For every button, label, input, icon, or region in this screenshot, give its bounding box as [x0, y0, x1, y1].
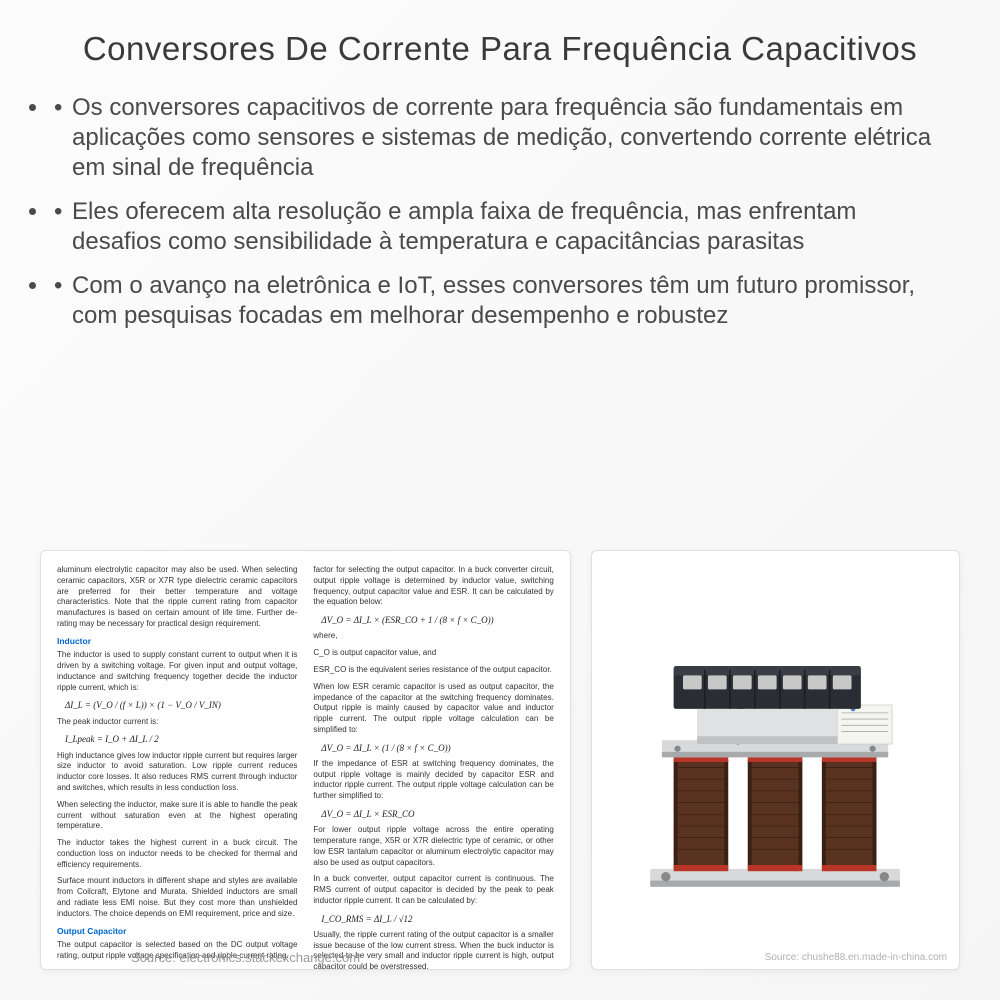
doc-text: The inductor takes the highest current i… — [57, 838, 297, 870]
doc-text: factor for selecting the output capacito… — [313, 565, 553, 608]
bullet-item: Os conversores capacitivos de corrente p… — [50, 93, 950, 183]
slide-container: Conversores De Corrente Para Frequência … — [0, 0, 1000, 1000]
doc-heading: Output Capacitor — [57, 926, 297, 937]
doc-columns: aluminum electrolytic capacitor may also… — [57, 565, 554, 955]
doc-formula: I_CO_RMS = ΔI_L / √12 — [321, 913, 553, 925]
inductor-device-icon — [619, 582, 931, 937]
doc-text: The inductor is used to supply constant … — [57, 650, 297, 693]
bullet-list: Os conversores capacitivos de corrente p… — [40, 93, 960, 345]
doc-text: where, — [313, 631, 553, 642]
doc-text: ESR_CO is the equivalent series resistan… — [313, 665, 553, 676]
doc-text: aluminum electrolytic capacitor may also… — [57, 565, 297, 630]
doc-text: High inductance gives low inductor rippl… — [57, 751, 297, 794]
doc-text: For lower output ripple voltage across t… — [313, 825, 553, 868]
device-source-caption: Source: chushe88.en.made-in-china.com — [765, 952, 947, 963]
doc-text: When low ESR ceramic capacitor is used a… — [313, 682, 553, 736]
doc-right-column: factor for selecting the output capacito… — [313, 565, 553, 955]
bullet-item: Eles oferecem alta resolução e ampla fai… — [50, 197, 950, 257]
doc-source-caption: Source: electronics.stackexchange.com — [131, 950, 360, 965]
doc-text: The peak inductor current is: — [57, 717, 297, 728]
doc-text: Surface mount inductors in different sha… — [57, 876, 297, 919]
doc-formula: ΔI_L = (V_O / (f × L)) × (1 − V_O / V_IN… — [65, 699, 297, 711]
doc-formula: ΔV_O = ΔI_L × (ESR_CO + 1 / (8 × f × C_O… — [321, 614, 553, 626]
technical-doc-panel: aluminum electrolytic capacitor may also… — [40, 550, 571, 970]
doc-text: If the impedance of ESR at switching fre… — [313, 759, 553, 802]
doc-text: In a buck converter, output capacitor cu… — [313, 874, 553, 906]
doc-heading: Inductor — [57, 636, 297, 647]
doc-left-column: aluminum electrolytic capacitor may also… — [57, 565, 297, 955]
bullet-item: Com o avanço na eletrônica e IoT, esses … — [50, 271, 950, 331]
doc-text: When selecting the inductor, make sure i… — [57, 800, 297, 832]
doc-formula: ΔV_O = ΔI_L × ESR_CO — [321, 808, 553, 820]
images-row: aluminum electrolytic capacitor may also… — [40, 550, 960, 970]
doc-formula: ΔV_O = ΔI_L × (1 / (8 × f × C_O)) — [321, 742, 553, 754]
device-panel: Source: chushe88.en.made-in-china.com — [591, 550, 960, 970]
slide-title: Conversores De Corrente Para Frequência … — [40, 30, 960, 68]
doc-text: C_O is output capacitor value, and — [313, 648, 553, 659]
doc-formula: I_Lpeak = I_O + ΔI_L / 2 — [65, 733, 297, 745]
